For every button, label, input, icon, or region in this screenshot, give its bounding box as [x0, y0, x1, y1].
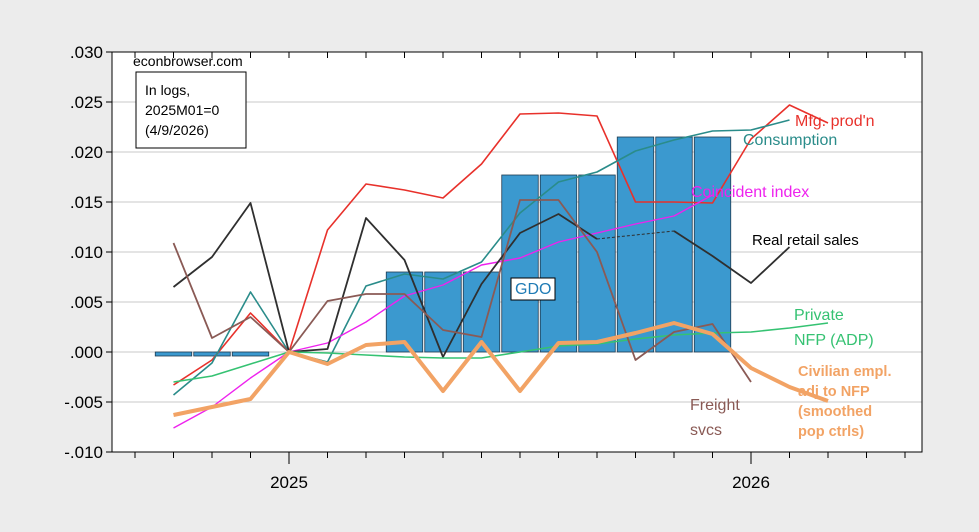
- y-tick-label: .005: [70, 293, 103, 312]
- gdo-bar: [616, 136, 655, 353]
- y-tick-label: .025: [70, 93, 103, 112]
- real-retail-sales-line: [673, 230, 791, 284]
- civilian-empl-adj-to-nfp-smoothed-pop-ctrls-label: Civilian empl.: [798, 364, 891, 380]
- gdo-bar: [154, 351, 193, 357]
- y-tick-label: .020: [70, 143, 103, 162]
- civilian-empl-adj-to-nfp-smoothed-pop-ctrls-line: [173, 321, 829, 417]
- y-tick-label: .030: [70, 43, 103, 62]
- note-line-2: 2025M01=0: [145, 102, 220, 118]
- y-tick-label: -.005: [64, 393, 103, 412]
- civilian-empl-adj-to-nfp-smoothed-pop-ctrls-label: (smoothed: [798, 404, 872, 420]
- gdo-bar: [385, 271, 424, 353]
- y-tick-label: .015: [70, 193, 103, 212]
- gdo-bar: [539, 174, 578, 353]
- real-retail-sales-gap-line: [596, 230, 675, 240]
- note-line-1: In logs,: [145, 82, 190, 98]
- mfg-prod-n-label: Mfg. prod'n: [795, 113, 875, 130]
- real-retail-sales-label: Real retail sales: [752, 232, 859, 249]
- civilian-empl-adj-to-nfp-smoothed-pop-ctrls-label: pop ctrls): [798, 424, 864, 440]
- series-lines: [172, 104, 829, 429]
- gdo-label: GDO: [515, 281, 551, 298]
- gdo-bar: [693, 136, 732, 353]
- x-tick-label: 2026: [732, 473, 770, 492]
- freight-svcs-line: [172, 199, 752, 383]
- series-labels: GDO Mfg. prod'n Consumption Coincident inde…: [510, 113, 891, 440]
- gdo-bar: [655, 136, 693, 353]
- private-nfp-adp-label: NFP (ADP): [794, 332, 874, 349]
- note-line-3: (4/9/2026): [145, 122, 209, 138]
- gdo-label-box: [510, 277, 556, 301]
- y-axis: .030 .025 .020 .015 .010 .005 .000 -.005 -.010: [64, 43, 112, 462]
- freight-svcs-label: svcs: [690, 422, 722, 439]
- gdo-bar: [578, 174, 616, 353]
- note-box: [135, 71, 247, 149]
- consumption-line: [172, 119, 790, 396]
- real-retail-sales-line: [172, 202, 598, 358]
- gdo-bar: [193, 351, 231, 357]
- private-nfp-adp-label: Private: [794, 307, 844, 324]
- gdo-bars: [154, 136, 732, 357]
- y-tick-label: .000: [70, 343, 103, 362]
- coincident-index-label: Coincident index: [691, 184, 809, 201]
- y-tick-label: -.010: [64, 443, 103, 462]
- consumption-label: Consumption: [743, 132, 837, 149]
- gdo-bar: [231, 351, 270, 357]
- gdo-bar: [501, 174, 539, 353]
- x-axis: 2025 2026: [134, 52, 906, 492]
- freight-svcs-label: Freight: [690, 397, 740, 414]
- source-label: econbrowser.com: [133, 53, 243, 69]
- civilian-empl-adj-to-nfp-smoothed-pop-ctrls-label: adj to NFP: [798, 384, 870, 400]
- coincident-index-line: [173, 194, 713, 429]
- x-tick-label: 2025: [270, 473, 308, 492]
- y-tick-label: .010: [70, 243, 103, 262]
- gdo-bar: [424, 271, 462, 353]
